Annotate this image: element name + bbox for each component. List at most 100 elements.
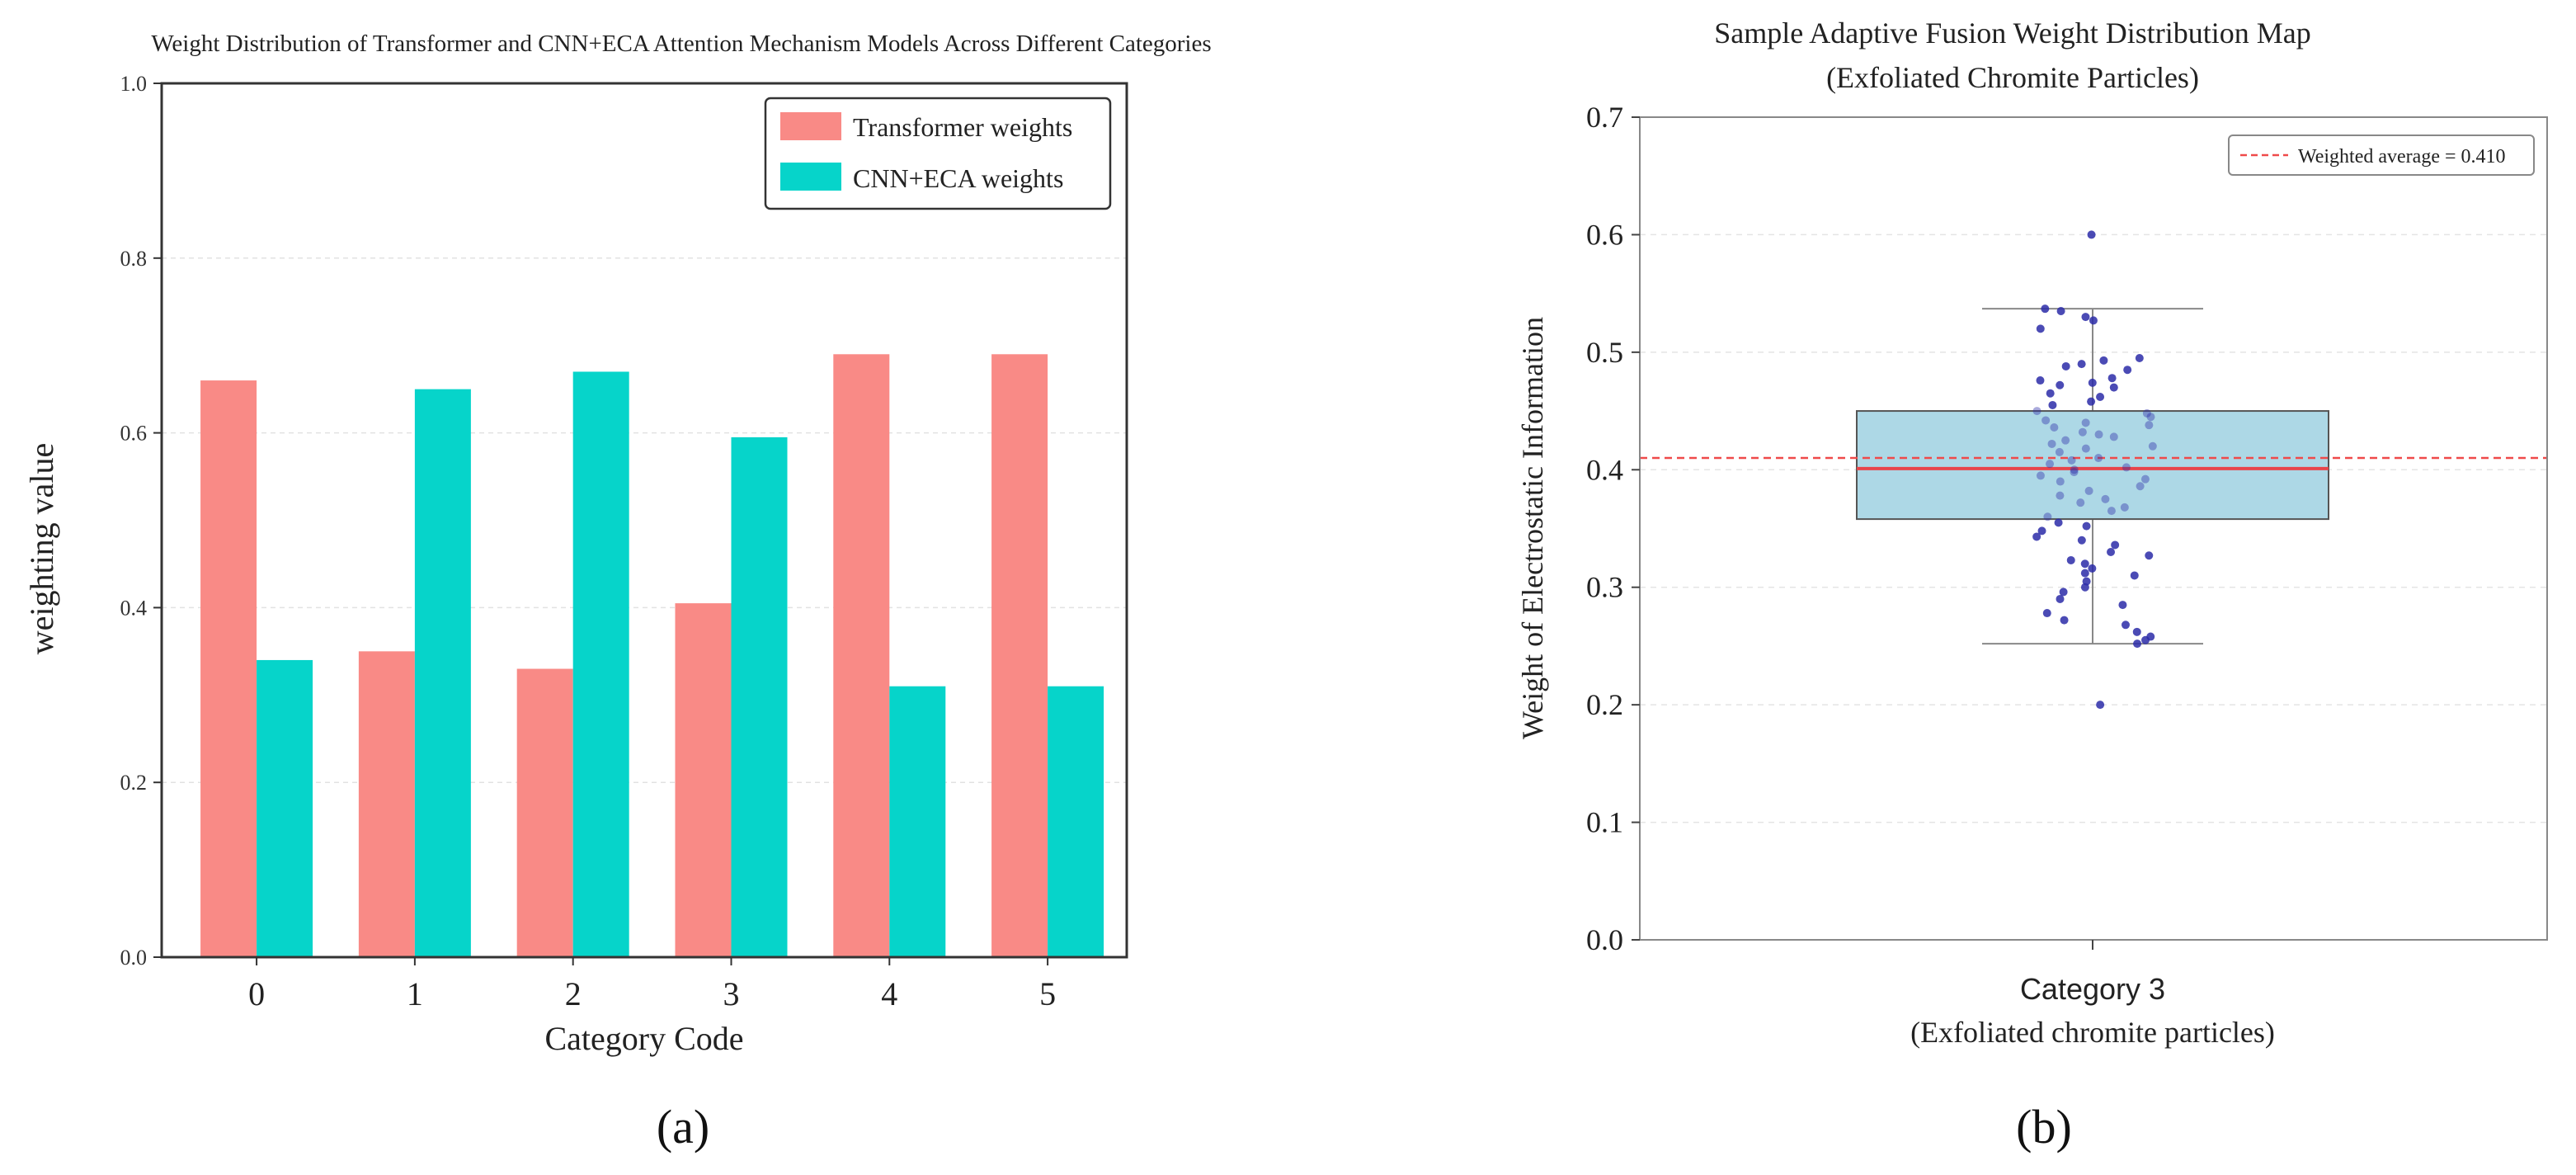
data-point <box>2136 482 2145 491</box>
chart-b-y-tick-label: 0.4 <box>1586 453 1623 486</box>
data-point <box>2096 701 2105 710</box>
chart-b-box <box>1640 308 2547 645</box>
data-point <box>2107 507 2116 516</box>
chart-b-y-tick-label: 0.6 <box>1586 218 1623 251</box>
data-point <box>2036 471 2045 480</box>
data-point <box>2107 374 2117 383</box>
interquartile-box <box>1856 410 2329 521</box>
data-point <box>2089 316 2098 325</box>
data-point <box>2148 441 2157 451</box>
data-point <box>2076 498 2085 507</box>
data-point <box>2081 313 2090 322</box>
data-point <box>2081 418 2090 427</box>
chart-a-bars <box>200 354 1104 958</box>
legend-swatch-cnn-eca <box>780 163 841 191</box>
data-point <box>2036 324 2045 333</box>
panel-label-b: (b) <box>2016 1100 2072 1154</box>
chart-a-gridlines <box>162 257 1127 783</box>
chart-a-plot-frame <box>160 82 1128 959</box>
data-point <box>2054 518 2063 527</box>
chart-a-x-tick-label: 1 <box>407 975 423 1012</box>
data-point <box>2087 397 2096 406</box>
chart-b-title: Sample Adaptive Fusion Weight Distributi… <box>1714 17 2310 50</box>
data-point <box>2122 463 2131 472</box>
data-point <box>2107 547 2116 556</box>
chart-b-subtitle: (Exfoliated Chromite Particles) <box>1826 61 2199 94</box>
data-point <box>2056 594 2065 603</box>
data-point <box>2109 432 2118 441</box>
bar-transformer-5 <box>991 354 1048 957</box>
bar-cnn-eca-5 <box>1048 686 1104 957</box>
data-point <box>2088 564 2097 573</box>
chart-a-x-ticks: 0 1 2 3 4 5 <box>248 957 1056 1012</box>
data-point <box>2132 627 2141 636</box>
data-point <box>2043 512 2052 521</box>
legend-label-cnn-eca: CNN+ECA weights <box>853 163 1063 193</box>
bar-cnn-eca-2 <box>572 371 629 958</box>
data-point <box>2088 378 2097 387</box>
data-point <box>2061 436 2070 445</box>
chart-a-y-ticks: 0.0 0.2 0.4 0.6 0.8 1.0 <box>120 72 162 970</box>
bar-transformer-4 <box>833 354 890 957</box>
data-point <box>2082 521 2091 531</box>
data-point <box>2060 616 2069 625</box>
chart-b-y-tick-label: 0.5 <box>1586 336 1623 369</box>
data-point <box>2032 407 2041 416</box>
chart-b-y-tick-label: 0.3 <box>1586 571 1623 604</box>
data-point <box>2080 583 2089 592</box>
chart-b-legend: Weighted average = 0.410 <box>2228 134 2535 176</box>
data-point <box>2121 621 2130 630</box>
chart-a-xlabel: Category Code <box>544 1020 743 1057</box>
data-point <box>2142 408 2151 418</box>
data-point <box>2070 468 2079 477</box>
data-point <box>2041 416 2051 425</box>
bar-transformer-3 <box>675 603 732 957</box>
data-point <box>2084 486 2093 495</box>
data-point <box>2059 588 2068 597</box>
bar-cnn-eca-3 <box>731 436 788 957</box>
data-point <box>2056 307 2065 316</box>
data-point <box>2080 569 2089 578</box>
panel-a-bar-chart: Weight Distribution of Transformer and C… <box>23 31 1212 1154</box>
data-point <box>2050 423 2059 432</box>
data-point <box>2081 444 2090 453</box>
chart-a-y-tick-label: 0.2 <box>120 771 148 795</box>
data-point <box>2099 356 2108 365</box>
data-point <box>2037 526 2046 536</box>
data-point <box>2046 389 2055 398</box>
data-point <box>2048 400 2057 409</box>
legend-swatch-transformer <box>780 112 841 140</box>
chart-a-x-tick-label: 0 <box>248 975 265 1012</box>
chart-b-ylabel: Weight of Electrostatic Information <box>1516 317 1549 739</box>
chart-a-x-tick-label: 2 <box>565 975 582 1012</box>
chart-b-legend-box <box>2228 134 2535 176</box>
chart-a-legend: Transformer weights CNN+ECA weights <box>764 97 1112 210</box>
data-point <box>2070 465 2079 474</box>
data-point <box>2036 376 2045 385</box>
data-point <box>2130 571 2139 580</box>
chart-a-ylabel: weighting value <box>23 443 60 655</box>
data-point <box>2056 491 2065 500</box>
panel-label-a: (a) <box>657 1100 709 1154</box>
data-point <box>2056 477 2065 486</box>
chart-b-y-tick-label: 0.2 <box>1586 688 1623 721</box>
panel-b-box-plot: Sample Adaptive Fusion Weight Distributi… <box>1516 17 2548 1154</box>
data-point <box>2133 639 2142 649</box>
data-point <box>2135 353 2144 362</box>
data-point <box>2056 380 2065 389</box>
data-point <box>2141 635 2150 644</box>
data-point <box>2120 503 2129 512</box>
legend-label-weighted-average: Weighted average = 0.410 <box>2298 146 2506 168</box>
chart-b-y-tick-label: 0.1 <box>1586 806 1623 839</box>
data-point <box>2096 392 2105 401</box>
data-point <box>2080 559 2089 569</box>
data-point <box>2109 383 2118 392</box>
chart-a-y-tick-label: 1.0 <box>120 72 148 96</box>
chart-a-x-tick-label: 3 <box>723 975 739 1012</box>
data-point <box>2146 413 2155 422</box>
bar-cnn-eca-1 <box>414 389 471 957</box>
data-point <box>2077 536 2086 545</box>
chart-a-y-tick-label: 0.4 <box>120 596 148 620</box>
chart-b-category-label: Category 3 <box>2020 972 2165 1006</box>
